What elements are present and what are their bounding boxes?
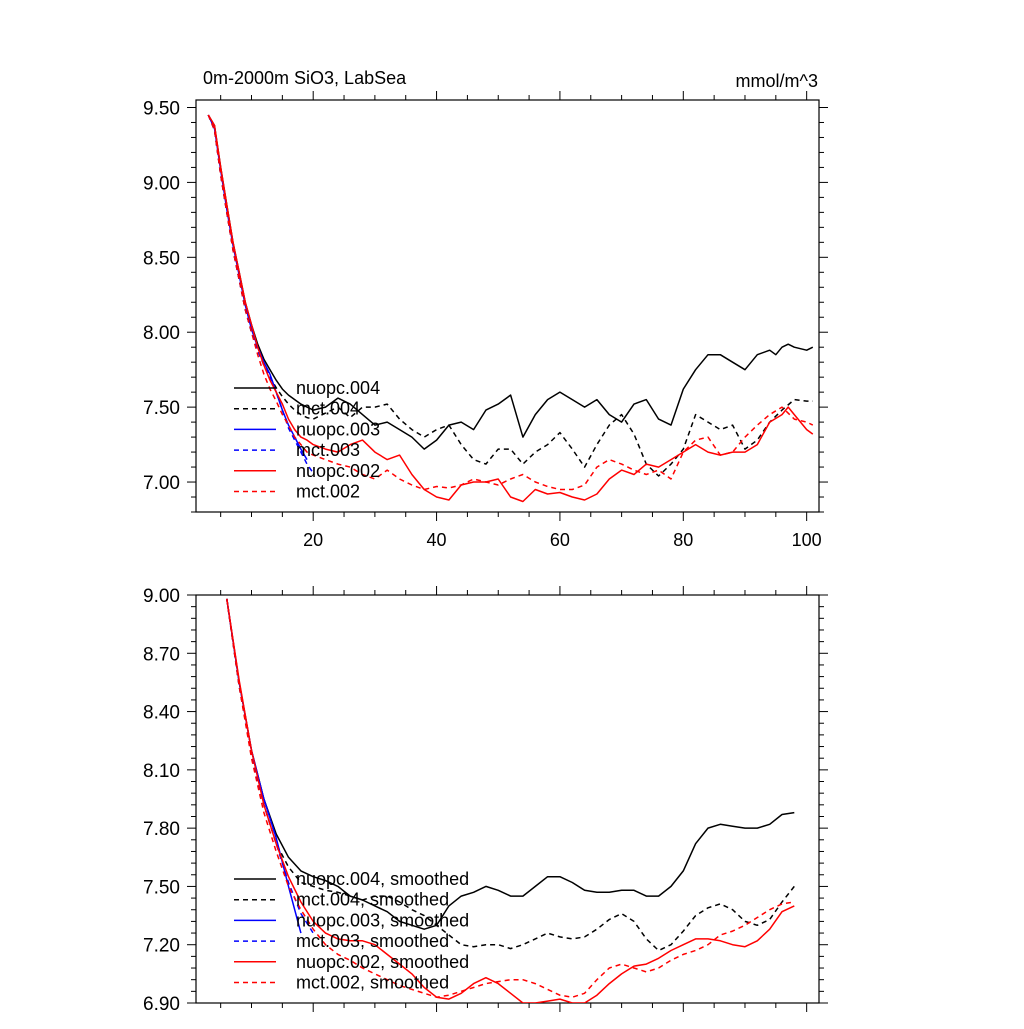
series-line-nuopc-002 (207, 114, 814, 503)
y-tick-label: 8.00 (143, 323, 180, 344)
legend-label: nuopc.003, smoothed (296, 910, 469, 930)
legend-label: mct.003 (296, 440, 360, 460)
y-tick-label: 9.50 (143, 98, 180, 119)
legend-label: nuopc.003 (296, 419, 380, 439)
x-tick-label: 80 (673, 530, 693, 550)
series-line-mct-004 (207, 114, 813, 477)
x-tick-label: 20 (303, 530, 323, 550)
chart-title: 0m-2000m SiO3, LabSea (203, 68, 407, 88)
legend-label: mct.003, smoothed (296, 931, 449, 951)
y-tick-label: 8.50 (143, 248, 180, 269)
y-tick-label: 7.20 (143, 936, 180, 957)
plot-frame (195, 594, 820, 1004)
chart-units-label: mmol/m^3 (736, 71, 818, 91)
x-tick-label: 40 (427, 530, 447, 550)
y-tick-label: 7.80 (143, 819, 180, 840)
y-tick-label: 7.00 (143, 473, 180, 494)
series-line-nuopc-004-smoothed (226, 598, 795, 930)
y-tick-label: 8.40 (143, 703, 180, 724)
series-line-nuopc-003-smoothed (226, 598, 302, 934)
legend-label: mct.002 (296, 482, 360, 502)
series-line-mct-004-smoothed (226, 598, 795, 952)
y-tick-label: 6.90 (143, 994, 180, 1015)
legend-label: mct.002, smoothed (296, 973, 449, 993)
top-panel: 20 40 60 80 100 7.00 7.50 8.00 8.50 9.00 9.50 nuopc… (143, 91, 828, 550)
y-tick-label: 7.50 (143, 398, 180, 419)
legend-label: nuopc.004, smoothed (296, 869, 469, 889)
series-line-mct-002-smoothed (226, 598, 795, 998)
legend-label: nuopc.004 (296, 378, 380, 398)
legend-label: mct.004 (296, 399, 360, 419)
y-tick-label: 9.00 (143, 586, 180, 607)
y-tick-label: 9.00 (143, 173, 180, 194)
bottom-panel: 6.90 7.20 7.50 7.80 8.10 8.40 8.70 9.00 nuopc.00… (143, 586, 828, 1015)
series-line-nuopc-004 (207, 114, 814, 450)
x-tick-label: 100 (792, 530, 822, 550)
plot-frame (195, 99, 820, 513)
y-tick-label: 8.70 (143, 644, 180, 665)
legend-label: mct.004, smoothed (296, 890, 449, 910)
legend-label: nuopc.002, smoothed (296, 952, 469, 972)
x-tick-label: 60 (550, 530, 570, 550)
y-tick-label: 7.50 (143, 877, 180, 898)
series-line-mct-002 (207, 114, 814, 491)
y-tick-label: 8.10 (143, 761, 180, 782)
legend-label: nuopc.002 (296, 461, 380, 481)
series-line-nuopc-002-smoothed (226, 598, 795, 1003)
